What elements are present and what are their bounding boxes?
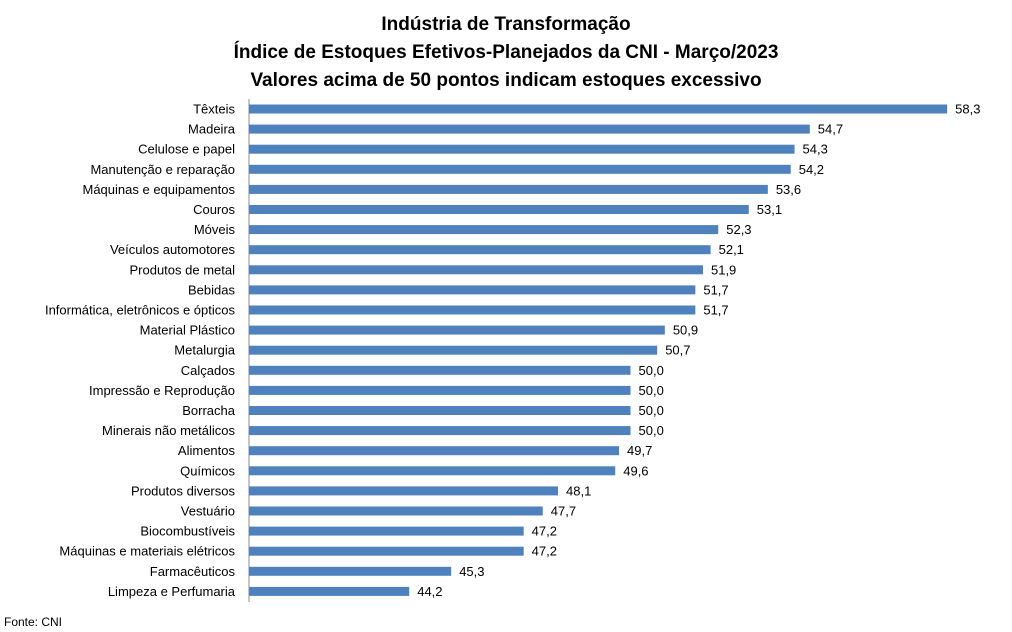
category-label: Alimentos [178,443,236,458]
category-label: Veículos automotores [110,242,236,257]
category-label: Calçados [181,363,236,378]
category-label: Material Plástico [140,323,235,338]
value-labels: 58,3 54,7 54,3 54,2 53,6 53,1 52,3 52,1 51,9 51,7… [417,102,980,599]
category-label: Manutenção e reparação [90,162,235,177]
category-label: Minerais não metálicos [102,423,235,438]
value-label: 50,7 [665,343,690,358]
bar [249,164,791,174]
chart-title-line-3: Valores acima de 50 pontos indicam estoq… [250,70,761,91]
value-label: 51,9 [711,262,736,277]
bar [249,205,749,214]
value-label: 50,0 [639,383,664,398]
bar [249,124,810,134]
value-label: 52,1 [719,242,744,257]
value-label: 47,7 [551,504,576,519]
chart-title: Indústria de Transformação Índice de Est… [234,14,779,91]
value-label: 53,6 [776,182,801,197]
category-label: Bebidas [188,282,235,297]
value-label: 52,3 [726,222,751,237]
category-label: Produtos diversos [131,483,236,498]
category-label: Farmacêuticos [150,564,236,579]
chart-title-line-1: Indústria de Transformação [381,14,630,35]
bar [249,546,524,556]
category-label: Celulose e papel [138,142,235,157]
value-label: 45,3 [459,564,484,579]
bar [249,345,658,355]
category-label: Madeira [188,122,236,137]
value-label: 48,1 [566,483,591,498]
bar [249,144,795,154]
bar [249,305,696,315]
category-label: Máquinas e materiais elétricos [59,544,235,559]
bar [249,325,665,335]
category-labels: Têxteis Madeira Celulose e papel Manutenção… [45,102,236,599]
category-label: Máquinas e equipamentos [83,182,236,197]
category-label: Impressão e Reprodução [89,383,235,398]
bars [249,104,948,596]
bar [249,184,768,194]
bar [249,446,620,456]
value-label: 50,9 [673,323,698,338]
category-label: Biocombustíveis [140,524,235,539]
value-label: 54,7 [818,122,843,137]
value-label: 51,7 [703,303,728,318]
value-label: 51,7 [703,282,728,297]
category-label: Metalurgia [174,343,235,358]
category-label: Limpeza e Perfumaria [108,584,236,599]
bar [249,406,631,415]
value-label: 54,3 [803,142,828,157]
source-note: Fonte: CNI [4,615,62,629]
category-label: Químicos [180,463,235,478]
value-label: 44,2 [417,584,442,599]
bar [249,285,696,295]
value-label: 49,6 [623,463,648,478]
value-label: 54,2 [799,162,824,177]
category-label: Borracha [182,403,236,418]
bar [249,385,631,395]
bar [249,466,616,476]
category-label: Couros [193,202,235,217]
category-label: Têxteis [193,102,235,117]
bar [249,225,719,235]
value-label: 58,3 [955,102,980,117]
bar [249,586,410,596]
bar [249,526,524,536]
value-label: 47,2 [532,524,557,539]
bar [249,426,631,436]
bar [249,265,703,275]
value-label: 47,2 [532,544,557,559]
bar [249,566,452,576]
category-label: Informática, eletrônicos e ópticos [45,303,236,318]
bar [249,365,631,375]
bar [249,104,948,114]
value-label: 53,1 [757,202,782,217]
category-label: Vestuário [181,504,235,519]
value-label: 49,7 [627,443,652,458]
category-label: Móveis [194,222,236,237]
bar [249,486,559,496]
value-label: 50,0 [639,403,664,418]
value-label: 50,0 [639,363,664,378]
bar [249,245,711,255]
chart-title-line-2: Índice de Estoques Efetivos-Planejados d… [234,41,779,63]
category-label: Produtos de metal [129,262,235,277]
value-label: 50,0 [639,423,664,438]
bar [249,506,543,516]
